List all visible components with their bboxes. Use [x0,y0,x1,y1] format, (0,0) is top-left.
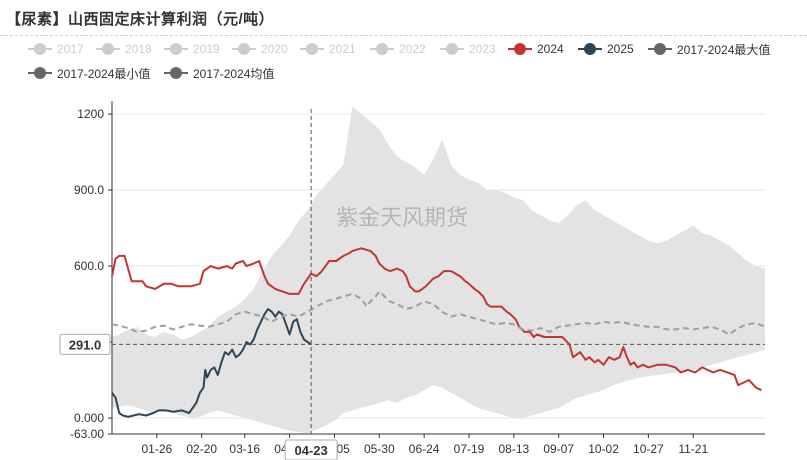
crosshair-y-box [59,333,111,355]
legend-marker-icon [578,42,602,56]
legend-item-2023[interactable]: 2023 [440,40,496,58]
legend-marker-icon [28,42,52,56]
legend-item-2025[interactable]: 2025 [578,40,634,58]
x-tick-label: 10-02 [588,442,619,456]
legend-marker-icon [28,66,52,80]
legend-marker-icon [164,66,188,80]
legend-label: 2022 [399,42,426,56]
x-tick-label: 02-20 [186,442,217,456]
legend-label: 2017 [57,42,84,56]
x-tick-label: 11-21 [678,442,708,456]
legend-item-2017[interactable]: 2017 [28,40,84,58]
legend-item-2020[interactable]: 2020 [232,40,288,58]
legend-label: 2017-2024最大值 [677,42,771,57]
legend-item-2017-2024最大值[interactable]: 2017-2024最大值 [648,40,770,58]
legend-label: 2021 [329,42,356,56]
x-tick-label: 07-19 [454,442,485,456]
x-tick-label: 06-24 [409,442,440,456]
crosshair-x-box [284,439,338,460]
title-divider [0,35,807,36]
legend-marker-icon [164,42,188,56]
legend-marker-icon [370,42,394,56]
watermark: 紫金天风期货 [336,205,468,230]
legend-label: 2023 [469,42,496,56]
legend-item-2024[interactable]: 2024 [508,40,564,58]
x-tick-label: 10-27 [633,442,664,456]
legend-marker-icon [508,42,532,56]
legend-label: 2025 [607,42,634,56]
legend-item-2021[interactable]: 2021 [300,40,356,58]
legend-marker-icon [96,42,120,56]
legend-marker-icon [232,42,256,56]
series-line-2025 [111,308,312,418]
legend-marker-icon [440,42,464,56]
legend-label: 2019 [193,42,220,56]
legend-marker-icon [300,42,324,56]
legend-label: 2018 [125,42,152,56]
legend-item-2017-2024均值[interactable]: 2017-2024均值 [164,64,274,82]
x-tick-label: 05-30 [364,442,395,456]
legend-label: 2024 [537,42,564,56]
legend-item-2018[interactable]: 2018 [96,40,152,58]
legend-label: 2017-2024最小值 [57,66,151,81]
y-tick-label: 900.0 [74,183,104,197]
y-tick-label: 600.0 [74,259,104,273]
range-band [112,106,765,434]
x-tick-label: 09-07 [543,442,574,456]
y-tick-label: -63.00 [70,427,104,441]
crosshair-y-label: 291.0 [69,337,102,352]
chart-title: 【尿素】山西固定床计算利润（元/吨） [6,11,275,28]
legend-label: 2020 [261,42,288,56]
x-tick-label: 01-26 [141,442,172,456]
crosshair-x-label: 04-23 [295,443,328,458]
legend-label: 2017-2024均值 [193,66,275,81]
legend-marker-icon [648,42,672,56]
y-tick-label: 0.000 [74,411,104,425]
x-tick-label: 08-13 [498,442,529,456]
y-tick-label: 1200 [77,107,104,121]
legend-item-2019[interactable]: 2019 [164,40,220,58]
legend-item-2017-2024最小值[interactable]: 2017-2024最小值 [28,64,150,82]
x-tick-label: 03-16 [229,442,260,456]
series-line-2024 [111,247,762,392]
legend-item-2022[interactable]: 2022 [370,40,426,58]
